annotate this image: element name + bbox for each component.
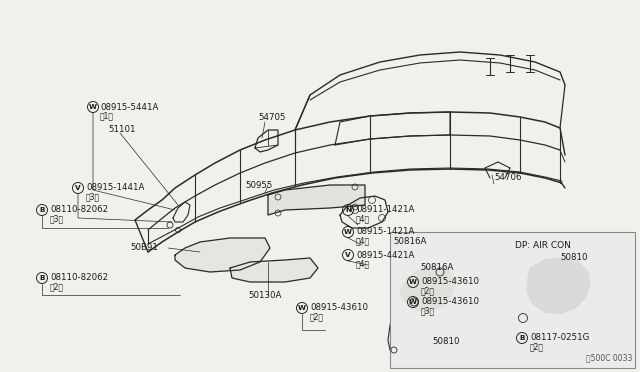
Text: 倌500C 0033: 倌500C 0033 (586, 353, 632, 362)
Text: 〈3〉: 〈3〉 (86, 192, 100, 202)
Text: 〈2〉: 〈2〉 (50, 282, 64, 292)
Text: 50B91: 50B91 (130, 244, 158, 253)
Text: 〈2〉: 〈2〉 (310, 312, 324, 321)
Text: 50810: 50810 (560, 253, 588, 263)
Text: 〈4〉: 〈4〉 (356, 215, 370, 224)
Text: 08117-0251G: 08117-0251G (530, 334, 589, 343)
Text: DP: AIR CON: DP: AIR CON (515, 241, 571, 250)
Text: 54705: 54705 (258, 113, 285, 122)
Text: 08915-43610: 08915-43610 (421, 298, 479, 307)
Polygon shape (400, 265, 455, 312)
Polygon shape (175, 238, 270, 272)
Text: B: B (39, 207, 45, 213)
Text: V: V (345, 252, 351, 258)
Text: 08915-43610: 08915-43610 (310, 304, 368, 312)
Text: 50816A: 50816A (420, 263, 453, 273)
Text: 〈4〉: 〈4〉 (356, 260, 370, 269)
Text: 〈4〉: 〈4〉 (356, 237, 370, 246)
Text: 08915-5441A: 08915-5441A (100, 103, 158, 112)
Text: W: W (409, 279, 417, 285)
Text: 51101: 51101 (108, 125, 136, 135)
Text: 08915-1421A: 08915-1421A (356, 228, 414, 237)
Text: W: W (409, 299, 417, 305)
Polygon shape (527, 258, 590, 314)
Text: 08915-1441A: 08915-1441A (86, 183, 145, 192)
Text: N: N (345, 207, 351, 213)
Text: 〈2〉: 〈2〉 (530, 343, 544, 352)
Text: 08110-82062: 08110-82062 (50, 205, 108, 215)
Text: 〈1〉: 〈1〉 (100, 112, 114, 121)
Text: 50955: 50955 (245, 180, 273, 189)
Text: 08915-43610: 08915-43610 (421, 278, 479, 286)
Polygon shape (230, 258, 318, 282)
Text: 08110-82062: 08110-82062 (50, 273, 108, 282)
Text: B: B (519, 335, 525, 341)
Text: W: W (89, 104, 97, 110)
Text: B: B (39, 275, 45, 281)
Text: 50810: 50810 (432, 337, 460, 346)
Text: 08915-4421A: 08915-4421A (356, 250, 414, 260)
Text: 54706: 54706 (494, 173, 522, 183)
Text: 08911-1421A: 08911-1421A (356, 205, 414, 215)
Polygon shape (268, 185, 365, 215)
Text: 〈3〉: 〈3〉 (421, 307, 435, 315)
Bar (390, 232, 635, 368)
Text: W: W (344, 229, 352, 235)
Text: 〈2〉: 〈2〉 (421, 286, 435, 295)
Text: 50130A: 50130A (248, 291, 282, 299)
Text: V: V (75, 185, 81, 191)
Text: 〈3〉: 〈3〉 (50, 215, 64, 224)
Text: 50816A: 50816A (393, 237, 426, 247)
Text: W: W (298, 305, 306, 311)
